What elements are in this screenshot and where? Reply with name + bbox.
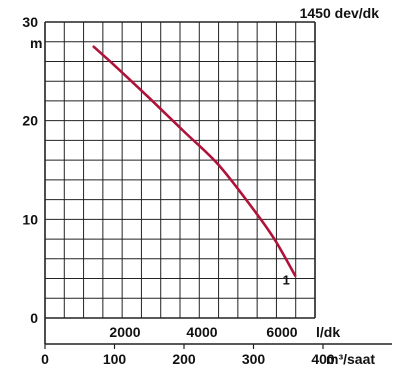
secondary-x-tick-label: 2000 — [109, 324, 140, 340]
secondary-x-tick-label: 6000 — [266, 324, 297, 340]
x-tick-label: 100 — [103, 351, 127, 367]
grid-lines — [44, 21, 316, 319]
x-axis-label: m³/saat — [326, 351, 375, 367]
series-label: 1 — [283, 273, 290, 288]
x-tick-label: 400 — [311, 351, 335, 367]
y-axis-label: m — [30, 35, 42, 51]
axes — [44, 318, 392, 349]
y-tick-label: 20 — [22, 113, 38, 129]
series-line-1 — [92, 45, 297, 277]
secondary-x-axis-label: l/dk — [316, 324, 340, 340]
y-tick-label: 10 — [22, 211, 38, 227]
secondary-x-tick-label: 4000 — [186, 324, 217, 340]
chart-title: 1450 dev/dk — [300, 5, 380, 21]
x-tick-label: 0 — [41, 351, 49, 367]
x-tick-label: 300 — [242, 351, 266, 367]
x-tick-label: 200 — [172, 351, 196, 367]
y-tick-label: 0 — [30, 310, 38, 326]
series-layer — [92, 45, 297, 277]
y-tick-label: 30 — [22, 14, 38, 30]
